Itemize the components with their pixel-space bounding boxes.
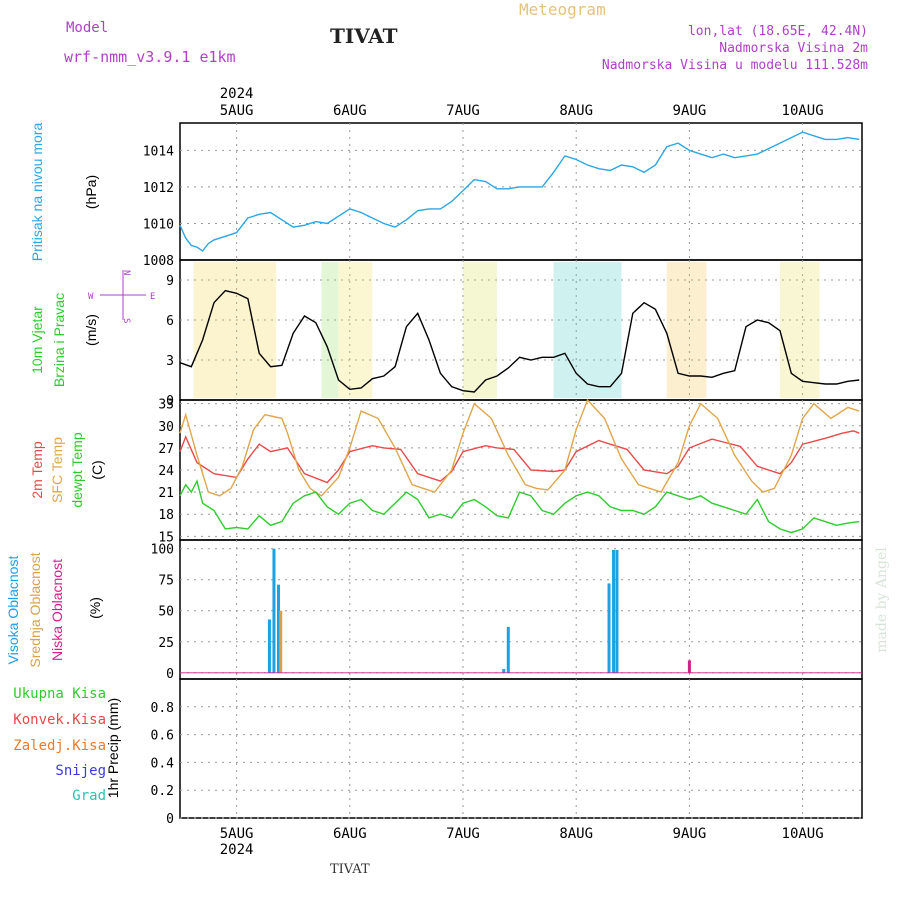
sfc-temp-axis-label: SFC Temp xyxy=(49,437,65,503)
wind-band xyxy=(338,262,373,398)
cloud-bar xyxy=(615,549,619,673)
wind-band xyxy=(193,262,277,398)
cloud-ytick-label: 25 xyxy=(158,636,174,651)
wind-axis-label: 10m Vjetar xyxy=(29,306,45,374)
precip-ytick-label: 0 xyxy=(166,812,174,827)
top-date-label: 6AUG xyxy=(333,103,367,119)
cloud-bar xyxy=(272,548,276,673)
elevation-label: Nadmorska Visina 2m xyxy=(719,41,868,56)
cloud-bar xyxy=(687,660,691,673)
high-cloud-axis-label: Visoka Oblacnost xyxy=(5,556,21,665)
top-date-label: 10AUG xyxy=(782,103,824,119)
bottom-date-label: 9AUG xyxy=(673,826,707,842)
top-date-label: 8AUG xyxy=(559,103,593,119)
temp2m-axis-label: 2m Temp xyxy=(29,441,45,499)
temperature-ytick-label: 33 xyxy=(158,398,174,413)
top-date-label: 7AUG xyxy=(446,103,480,119)
top-date-label: 5AUG xyxy=(220,103,254,119)
temperature-ytick-label: 15 xyxy=(158,530,174,545)
wind-band xyxy=(666,262,707,398)
mid-cloud-axis-label: Srednja Oblacnost xyxy=(27,552,43,667)
temperature-ytick-label: 24 xyxy=(158,464,174,479)
low-cloud-axis-label: Niska Oblacnost xyxy=(49,559,65,661)
temperature-series-line-2 xyxy=(179,479,860,534)
temperature-series-line-0 xyxy=(179,430,860,484)
pressure-ytick-label: 1008 xyxy=(143,254,174,269)
precip-legend-item: Zaledj.Kisa xyxy=(13,738,106,754)
wind-series-line-0 xyxy=(179,289,860,393)
precip-axis-label: 1hr Precip (mm) xyxy=(105,698,121,798)
cloud-bar xyxy=(502,669,506,673)
pressure-series-line-0 xyxy=(179,131,860,252)
cloud-bar xyxy=(612,549,616,673)
pressure-panel-frame xyxy=(179,122,863,261)
wind-band xyxy=(553,262,622,398)
bottom-date-label: 6AUG xyxy=(333,826,367,842)
precip-panel-frame xyxy=(179,678,863,819)
cloud-bar xyxy=(276,584,280,673)
wind-axis-label-2: Brzina i Pravac xyxy=(51,293,67,387)
bottom-date-label: 5AUG xyxy=(220,826,254,842)
cloud-bar xyxy=(607,583,611,673)
bottom-date-label: 8AUG xyxy=(559,826,593,842)
compass-east-label: E xyxy=(150,292,155,302)
pressure-unit-label: (hPa) xyxy=(83,175,99,209)
bottom-year-label: 2024 xyxy=(220,842,254,858)
top-year-label: 2024 xyxy=(220,86,254,102)
compass-south-label: S xyxy=(121,318,131,323)
wind-unit-label: (m/s) xyxy=(83,314,99,346)
pressure-ytick-label: 1014 xyxy=(143,144,174,159)
cloud-bar xyxy=(267,619,271,673)
cloud-ytick-label: 50 xyxy=(158,605,174,620)
model-elevation-label: Nadmorska Visina u modelu 111.528m xyxy=(601,58,868,73)
pressure-axis-label: Pritisak na nivou mora xyxy=(29,123,45,262)
temperature-ytick-label: 30 xyxy=(158,420,174,435)
wind-band xyxy=(463,262,497,398)
temperature-ytick-label: 27 xyxy=(158,442,174,457)
cloud-bar xyxy=(279,610,283,673)
lonlat-label: lon,lat (18.65E, 42.4N) xyxy=(687,24,868,39)
dewpt-axis-label: dewpt Temp xyxy=(69,432,85,507)
top-date-label: 9AUG xyxy=(673,103,707,119)
temperature-ytick-label: 21 xyxy=(158,486,174,501)
precip-legend-item: Grad xyxy=(72,788,106,804)
wind-band xyxy=(779,262,820,398)
cloud-unit-label: (%) xyxy=(87,597,103,619)
chart-title: Meteogram xyxy=(519,0,606,19)
station-title: TIVAT xyxy=(330,24,398,48)
compass-north-label: N xyxy=(121,270,131,275)
compass-west-label: W xyxy=(88,292,94,302)
precip-legend-item: Konvek.Kisa xyxy=(13,712,106,728)
wind-ytick-label: 3 xyxy=(166,354,174,369)
pressure-ytick-label: 1012 xyxy=(143,181,174,196)
footer-station: TIVAT xyxy=(330,862,370,877)
model-label: Model xyxy=(66,20,109,36)
wind-band xyxy=(321,262,339,398)
temperature-ytick-label: 18 xyxy=(158,508,174,523)
cloud-ytick-label: 0 xyxy=(166,667,174,682)
wind-ytick-label: 9 xyxy=(166,274,174,289)
precip-legend-item: Snijeg xyxy=(55,763,106,779)
bottom-date-label: 10AUG xyxy=(782,826,824,842)
wind-ytick-label: 6 xyxy=(166,314,174,329)
model-name: wrf-nmm_v3.9.1 e1km xyxy=(64,48,236,66)
precip-legend-item: Ukupna Kisa xyxy=(13,686,106,702)
cloud-ytick-label: 100 xyxy=(151,543,174,558)
temperature-series-line-1 xyxy=(179,398,860,497)
credit-label: made by Angel xyxy=(874,547,890,653)
cloud-panel-frame xyxy=(179,539,863,680)
temp-unit-label: (C) xyxy=(89,460,105,479)
precip-ytick-label: 0.8 xyxy=(151,701,174,716)
precip-ytick-label: 0.4 xyxy=(151,756,175,771)
cloud-bar xyxy=(506,626,510,673)
wind-ytick-label: 0 xyxy=(166,394,174,409)
cloud-ytick-label: 75 xyxy=(158,574,174,589)
bottom-date-label: 7AUG xyxy=(446,826,480,842)
precip-ytick-label: 0.6 xyxy=(151,729,174,744)
wind-panel-frame xyxy=(179,259,863,401)
pressure-ytick-label: 1010 xyxy=(143,217,174,232)
precip-ytick-label: 0.2 xyxy=(151,784,174,799)
